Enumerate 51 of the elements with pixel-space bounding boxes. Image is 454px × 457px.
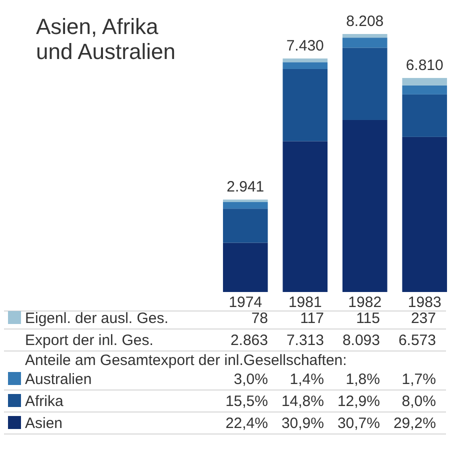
bar — [282, 141, 328, 292]
text: 3,0% — [234, 371, 268, 388]
text: 7.313 — [286, 332, 324, 349]
text: 1,7% — [402, 371, 436, 388]
data-label: 78 — [251, 310, 268, 327]
bar — [342, 38, 388, 48]
data-label: 115 — [356, 310, 380, 327]
text: 15,5% — [225, 393, 268, 410]
text: 12,9% — [337, 393, 380, 410]
x-tick-label: 1982 — [348, 294, 382, 311]
text: 30,7% — [337, 415, 380, 432]
bar — [342, 120, 388, 292]
bar — [222, 208, 268, 243]
total-label: 2.941 — [226, 178, 264, 196]
x-tick-label: 1974 — [228, 294, 262, 311]
legend-label: Afrika — [25, 393, 64, 410]
text: 8.093 — [342, 332, 380, 349]
bar — [282, 62, 328, 69]
bar — [222, 242, 268, 292]
bar — [282, 68, 328, 142]
bar — [402, 94, 448, 137]
bar — [342, 34, 388, 38]
chart-title: Asien, Afrika und Australien — [36, 14, 176, 64]
bar — [402, 78, 448, 86]
text: Anteile am Gesamtexport der inl.Gesellschaften: — [25, 352, 347, 369]
legend-label: Asien — [25, 415, 63, 432]
total-label: 8.208 — [346, 13, 384, 30]
bar — [282, 58, 328, 62]
text: 22,4% — [225, 415, 268, 432]
text: 2.863 — [230, 332, 268, 349]
bar — [402, 85, 448, 94]
x-tick-label: 1983 — [408, 294, 442, 311]
total-label: 7.430 — [286, 37, 324, 54]
total-label: 6.810 — [406, 56, 444, 74]
bar — [222, 202, 268, 209]
text: 1,8% — [346, 371, 380, 388]
bar — [402, 136, 448, 292]
x-tick-label: 1981 — [288, 294, 322, 311]
text: Export der inl. Ges. — [25, 332, 154, 349]
text: 29,2% — [393, 415, 436, 432]
text: 1,4% — [290, 371, 324, 388]
data-label: 117 — [300, 310, 324, 327]
legend-label: Eigenl. der ausl. Ges. — [25, 310, 168, 327]
text: 8,0% — [402, 393, 436, 410]
bar — [342, 48, 388, 120]
data-label: 237 — [410, 310, 436, 327]
text: 6.573 — [398, 332, 436, 349]
bar — [222, 200, 268, 202]
legend-label: Australien — [25, 371, 92, 388]
text: 30,9% — [281, 415, 324, 432]
text: 14,8% — [281, 393, 324, 410]
